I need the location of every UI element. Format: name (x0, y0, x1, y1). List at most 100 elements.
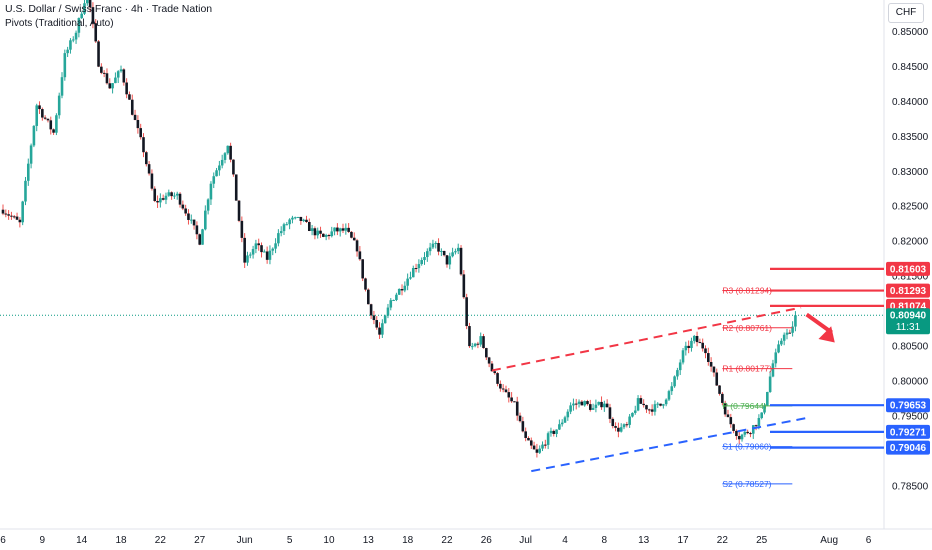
resistance-trendline (491, 306, 802, 372)
candle-body (10, 215, 13, 217)
candle-body (518, 415, 522, 422)
candle-body (442, 250, 446, 256)
candle-body (181, 204, 185, 209)
candle-body (88, 0, 92, 8)
candle-body (591, 407, 595, 410)
candle-body (1, 209, 5, 214)
price-tick-label: 0.83500 (892, 132, 929, 143)
candle-body (580, 401, 584, 406)
candle-body (145, 152, 148, 165)
candle-body (248, 254, 252, 256)
candle-body (552, 430, 556, 434)
candle-body (251, 249, 255, 255)
candle-body (456, 247, 460, 252)
candle-body (257, 243, 261, 246)
candle-body (319, 230, 322, 234)
candle-body (74, 32, 78, 40)
candle-body (232, 159, 235, 175)
candle-body (631, 412, 634, 417)
time-tick-label: 22 (717, 535, 729, 546)
candle-body (212, 176, 216, 184)
candle-body (288, 219, 291, 225)
candle-body (277, 233, 280, 244)
candle-body (757, 417, 761, 427)
candle-body (774, 352, 778, 364)
candle-body (400, 289, 404, 291)
candle-body (327, 235, 331, 237)
candle-body (667, 391, 671, 400)
candle-body (513, 401, 516, 403)
candle-body (263, 251, 266, 253)
candle-body (403, 285, 407, 291)
candle-body (125, 82, 128, 95)
candle-body (136, 120, 140, 129)
support-price-tag (886, 398, 930, 413)
candle-body (538, 448, 542, 453)
candle-body (645, 405, 648, 410)
candle-body (206, 199, 210, 211)
candle-body (732, 424, 735, 431)
candle-body (659, 403, 662, 406)
candle-body (712, 366, 716, 373)
candle-body (611, 418, 615, 427)
candle-body (473, 343, 477, 347)
time-tick-label: 18 (402, 535, 414, 546)
candle-body (431, 243, 435, 248)
candle-body (282, 224, 286, 232)
candle-body (302, 219, 305, 221)
candle-body (94, 23, 98, 42)
candle-body (369, 304, 373, 316)
candle-body (524, 431, 527, 438)
candle-body (754, 425, 758, 427)
candle-body (358, 251, 362, 260)
candle-body (38, 105, 41, 110)
candle-body (617, 427, 620, 432)
candle-body (479, 336, 482, 345)
price-tick-label: 0.80000 (892, 376, 929, 387)
bearish-arrow-head (818, 326, 835, 343)
candle-body (367, 289, 370, 305)
candle-body (111, 83, 114, 89)
candle-body (378, 327, 381, 335)
candle-body (428, 247, 432, 252)
candle-body (701, 342, 704, 349)
candle-body (66, 49, 69, 54)
candle-body (164, 195, 168, 200)
candle-body (32, 125, 36, 146)
candle-body (102, 72, 106, 74)
currency-button[interactable]: CHF (888, 3, 924, 23)
candle-body (707, 353, 710, 362)
time-tick-label: 13 (638, 535, 650, 546)
pivot-label-r3: R3 (0.81294) (722, 286, 772, 296)
candle-body (788, 332, 792, 334)
candle-body (558, 424, 561, 430)
price-tick-label: 0.84000 (892, 97, 929, 108)
candle-body (420, 260, 423, 265)
candle-body (692, 335, 696, 341)
candle-body (673, 376, 676, 387)
time-tick-label: 6 (866, 535, 872, 546)
current-price-tag (886, 308, 930, 335)
candle-body (122, 69, 126, 83)
pivot-label-r1: R1 (0.80177) (722, 364, 772, 374)
candle-body (487, 357, 491, 364)
candle-body (414, 268, 418, 270)
price-tick-label: 0.79500 (892, 411, 929, 422)
candle-body (389, 300, 393, 308)
candle-body (504, 389, 508, 393)
time-tick-label: 5 (287, 535, 293, 546)
candle-body (633, 410, 637, 413)
candle-body (12, 216, 16, 218)
candle-body (515, 401, 519, 416)
candle-body (116, 71, 120, 78)
candle-body (195, 225, 199, 235)
candle-body (642, 403, 645, 406)
candle-body (324, 235, 328, 237)
candle-body (687, 345, 690, 349)
candle-body (336, 227, 339, 232)
price-tick-label: 0.84500 (892, 62, 929, 73)
pivots-indicator-label[interactable]: Pivots (Traditional, Auto) (5, 18, 114, 29)
candle-body (625, 424, 629, 426)
candle-body (52, 129, 55, 133)
